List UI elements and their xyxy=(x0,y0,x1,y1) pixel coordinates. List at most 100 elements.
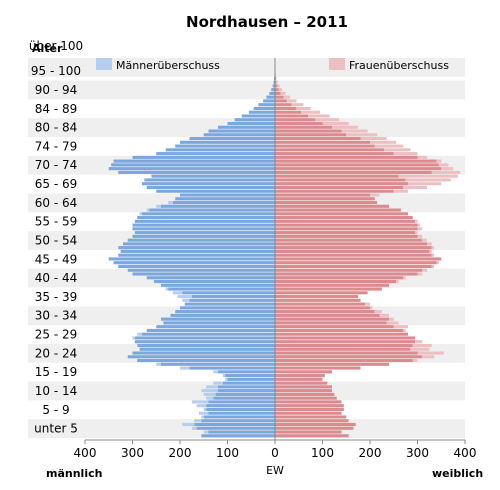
bar-female-46 xyxy=(275,261,437,265)
bar-male-75 xyxy=(156,152,275,156)
bar-women-surplus-54 xyxy=(415,231,418,235)
bar-female-3 xyxy=(275,422,356,427)
bar-women-surplus-30 xyxy=(386,321,399,325)
bar-male-10 xyxy=(213,396,275,400)
bar-women-surplus-43 xyxy=(417,272,423,276)
bar-women-surplus-44 xyxy=(422,268,427,272)
bar-male-24 xyxy=(137,343,275,348)
bar-female-67 xyxy=(275,182,408,186)
bar-male-21 xyxy=(127,355,275,359)
bar-male-86 xyxy=(248,110,275,114)
bar-male-73 xyxy=(113,159,275,163)
bar-women-surplus-70 xyxy=(431,170,461,174)
age-label: über 100 xyxy=(29,39,83,53)
x-axis-ticks: 400 300 200 100 0 100 200 300 400 xyxy=(74,440,477,460)
bar-women-surplus-42 xyxy=(403,276,406,280)
bar-male-11 xyxy=(215,392,275,396)
bar-male-1 xyxy=(208,430,275,434)
bar-male-26 xyxy=(134,336,275,340)
bar-women-surplus-69 xyxy=(398,174,458,178)
bar-women-surplus-91 xyxy=(280,91,286,95)
bar-women-surplus-50 xyxy=(431,246,435,250)
bar-female-72 xyxy=(275,163,439,167)
bar-female-32 xyxy=(275,313,380,317)
bar-female-50 xyxy=(275,246,432,250)
bar-female-81 xyxy=(275,129,342,133)
x-tick-label: 400 xyxy=(74,446,97,460)
bar-men-surplus-19 xyxy=(156,362,161,366)
bar-male-83 xyxy=(227,121,275,126)
bar-women-surplus-32 xyxy=(379,313,389,317)
bar-women-surplus-56 xyxy=(417,223,420,227)
age-label: 20 - 24 xyxy=(35,346,78,360)
bar-female-25 xyxy=(275,340,416,344)
bar-male-59 xyxy=(142,212,275,216)
bar-female-56 xyxy=(275,223,418,227)
bar-male-93 xyxy=(272,84,275,88)
bar-male-32 xyxy=(170,313,275,317)
legend-women-surplus: Frauenüberschuss xyxy=(329,58,449,72)
bar-women-surplus-20 xyxy=(412,358,418,363)
bar-female-26 xyxy=(275,336,416,340)
bar-women-surplus-93 xyxy=(277,84,280,88)
bar-male-46 xyxy=(113,261,275,265)
bar-men-surplus-62 xyxy=(168,200,173,205)
bar-women-surplus-57 xyxy=(415,219,418,223)
bar-male-6 xyxy=(208,411,275,415)
bar-female-16 xyxy=(275,374,325,378)
bar-male-94 xyxy=(273,80,275,84)
bar-female-83 xyxy=(275,121,323,126)
age-label: 70 - 74 xyxy=(35,158,78,172)
bar-men-surplus-1 xyxy=(203,430,209,434)
age-label: 60 - 64 xyxy=(35,196,78,210)
bar-men-surplus-16 xyxy=(222,374,226,378)
bar-male-67 xyxy=(142,182,275,186)
bar-female-19 xyxy=(275,362,389,366)
bar-female-68 xyxy=(275,178,406,182)
bar-female-9 xyxy=(275,400,342,404)
bar-women-surplus-78 xyxy=(370,140,397,144)
bar-male-54 xyxy=(134,231,275,235)
legend-women-surplus-label: Frauenüberschuss xyxy=(349,59,449,72)
legend-men-surplus: Männerüberschuss xyxy=(96,58,220,72)
bar-female-61 xyxy=(275,204,389,208)
bar-women-surplus-87 xyxy=(296,106,311,110)
bar-male-44 xyxy=(127,268,275,272)
age-label: 40 - 44 xyxy=(35,271,78,285)
bar-male-61 xyxy=(161,204,275,208)
bar-male-90 xyxy=(266,95,275,99)
age-label: 90 - 94 xyxy=(35,83,78,97)
bar-women-surplus-51 xyxy=(427,242,432,246)
bar-men-surplus-13 xyxy=(206,385,218,389)
bar-female-12 xyxy=(275,389,332,393)
bar-female-71 xyxy=(275,167,442,171)
bar-male-57 xyxy=(134,219,275,223)
bar-male-51 xyxy=(123,242,275,246)
bar-male-84 xyxy=(234,118,275,122)
bar-female-73 xyxy=(275,159,437,163)
bar-male-60 xyxy=(149,208,275,212)
bar-female-6 xyxy=(275,411,342,415)
x-tick-label: 300 xyxy=(121,446,144,460)
bar-women-surplus-21 xyxy=(422,355,435,359)
female-side-label: weiblich xyxy=(432,467,483,480)
bar-women-surplus-25 xyxy=(415,340,423,344)
bar-female-59 xyxy=(275,212,408,216)
bar-female-86 xyxy=(275,110,302,114)
bar-female-43 xyxy=(275,272,418,276)
bar-men-surplus-3 xyxy=(182,422,195,427)
bar-male-64 xyxy=(180,193,275,197)
bar-men-surplus-11 xyxy=(203,392,216,396)
age-axis-header: Alter xyxy=(32,42,63,55)
bar-male-3 xyxy=(194,422,275,427)
x-tick-label: 400 xyxy=(454,446,477,460)
bar-female-4 xyxy=(275,419,349,423)
x-tick-label: 100 xyxy=(311,446,334,460)
bar-men-surplus-17 xyxy=(213,370,218,374)
bar-female-35 xyxy=(275,302,366,306)
bar-male-39 xyxy=(168,287,275,291)
bar-male-13 xyxy=(218,385,275,389)
bar-female-75 xyxy=(275,152,394,156)
bar-female-88 xyxy=(275,103,292,107)
bar-female-28 xyxy=(275,328,404,332)
